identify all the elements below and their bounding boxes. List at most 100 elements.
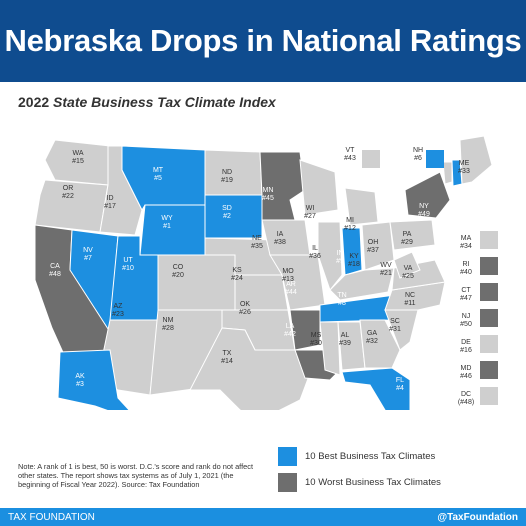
- footer-handle[interactable]: @TaxFoundation: [437, 511, 518, 523]
- state-rank-oh: #37: [367, 247, 379, 254]
- state-ny: [404, 171, 451, 219]
- state-abbr-wi: WI: [306, 205, 315, 212]
- state-abbr-or: OR: [63, 185, 74, 192]
- state-ms: [319, 321, 341, 376]
- state-rank-mn: #45: [262, 195, 274, 202]
- state-abbr-ms: MS: [311, 332, 322, 339]
- state-wy: [139, 204, 206, 256]
- state-abbr-ny: NY: [419, 203, 429, 210]
- state-rank-ks: #24: [231, 275, 243, 282]
- state-sd: [204, 194, 263, 239]
- state-rank-wa: #15: [72, 158, 84, 165]
- state-rank-ky: #18: [348, 261, 360, 268]
- state-vt: [442, 161, 453, 185]
- side-swatch-nj: [480, 309, 498, 327]
- state-abbr-tx: TX: [223, 350, 232, 357]
- footnote: Note: A rank of 1 is best, 50 is worst. …: [18, 462, 254, 489]
- state-rank-ga: #32: [366, 338, 378, 345]
- side-list-layer: MA#34 RI#40 CT#47 NJ#50 DE#16 MD#46 DC(#48): [458, 231, 498, 406]
- callout-rank-vt: #43: [344, 155, 356, 162]
- state-rank-co: #20: [172, 272, 184, 279]
- side-abbr-ma: MA: [461, 235, 472, 242]
- state-rank-il: #36: [309, 253, 321, 260]
- state-abbr-nd: ND: [222, 169, 232, 176]
- side-swatch-md: [480, 361, 498, 379]
- state-abbr-oh: OH: [368, 239, 379, 246]
- state-abbr-wv: WV: [380, 262, 392, 269]
- state-abbr-ne: NE: [252, 235, 262, 242]
- state-abbr-ar: AR: [286, 281, 296, 288]
- state-abbr-va: VA: [404, 265, 413, 272]
- side-rank-dc: (#48): [458, 399, 474, 406]
- state-rank-va: #25: [402, 273, 414, 280]
- legend-item-worst: 10 Worst Business Tax Climates: [278, 472, 441, 492]
- side-swatch-ct: [480, 283, 498, 301]
- state-rank-fl: #4: [396, 385, 404, 392]
- side-abbr-de: DE: [461, 339, 471, 346]
- state-rank-ak: #3: [76, 381, 84, 388]
- state-abbr-sc: SC: [390, 318, 400, 325]
- state-abbr-ks: KS: [232, 267, 242, 274]
- map-subtitle: 2022 State Business Tax Climate Index: [18, 94, 276, 110]
- side-abbr-ct: CT: [461, 287, 471, 294]
- state-rank-ca: #48: [49, 271, 61, 278]
- state-abbr-ut: UT: [123, 257, 133, 264]
- state-abbr-il: IL: [312, 245, 318, 252]
- state-rank-nd: #19: [221, 177, 233, 184]
- state-mo: [269, 254, 326, 311]
- callout-layer: VT#43 NH#6: [344, 147, 444, 168]
- state-abbr-az: AZ: [114, 303, 124, 310]
- state-abbr-in: IN: [337, 250, 344, 257]
- state-abbr-fl: FL: [396, 377, 404, 384]
- side-swatch-dc: [480, 387, 498, 405]
- side-rank-ri: #40: [460, 269, 472, 276]
- state-abbr-sd: SD: [222, 205, 232, 212]
- state-rank-wi: #27: [304, 213, 316, 220]
- state-abbr-wy: WY: [161, 215, 173, 222]
- state-abbr-mi: MI: [346, 217, 354, 224]
- state-rank-wv: #21: [380, 270, 392, 277]
- footer-bar: TAX FOUNDATION @TaxFoundation: [0, 508, 526, 526]
- state-mi: [344, 187, 379, 226]
- state-in: [341, 227, 363, 276]
- state-abbr-wa: WA: [72, 150, 83, 157]
- legend-item-best: 10 Best Business Tax Climates: [278, 446, 441, 466]
- state-pa: [389, 219, 436, 251]
- side-rank-nj: #50: [460, 321, 472, 328]
- footer-brand: TAX FOUNDATION: [8, 511, 95, 523]
- state-tn: [319, 294, 396, 323]
- state-ia: [261, 219, 311, 256]
- side-abbr-nj: NJ: [462, 313, 471, 320]
- state-rank-nm: #28: [162, 325, 174, 332]
- state-wv: [393, 251, 421, 279]
- state-abbr-ia: IA: [277, 231, 284, 238]
- state-abbr-me: ME: [459, 160, 470, 167]
- state-ar: [289, 309, 321, 351]
- state-il: [317, 221, 343, 292]
- state-rank-or: #22: [62, 193, 74, 200]
- state-abbr-al: AL: [341, 332, 350, 339]
- labels-layer: WA#15OR#22CA#48NV#7ID#17MT#5WY#1UT#10AZ#…: [49, 150, 470, 392]
- state-abbr-mo: MO: [282, 268, 294, 275]
- state-or: [34, 179, 109, 233]
- legend-swatch-best: [278, 446, 297, 466]
- state-rank-me: #33: [458, 168, 470, 175]
- state-nd: [204, 149, 263, 196]
- side-rank-md: #46: [460, 373, 472, 380]
- callout-rank-nh: #6: [414, 155, 422, 162]
- state-rank-tx: #14: [221, 358, 233, 365]
- state-abbr-la: LA: [286, 323, 295, 330]
- subtitle-year: 2022: [18, 94, 50, 110]
- state-me: [459, 135, 493, 185]
- legend-label-worst: 10 Worst Business Tax Climates: [305, 476, 441, 488]
- callout-abbr-nh: NH: [413, 147, 423, 154]
- side-abbr-dc: DC: [461, 391, 471, 398]
- state-abbr-ak: AK: [75, 373, 85, 380]
- legend-label-best: 10 Best Business Tax Climates: [305, 450, 436, 462]
- state-rank-wy: #1: [163, 223, 171, 230]
- side-swatch-ri: [480, 257, 498, 275]
- state-rank-ny: #49: [418, 211, 430, 218]
- state-abbr-ky: KY: [349, 253, 359, 260]
- state-abbr-nv: NV: [83, 247, 93, 254]
- state-abbr-ga: GA: [367, 330, 377, 337]
